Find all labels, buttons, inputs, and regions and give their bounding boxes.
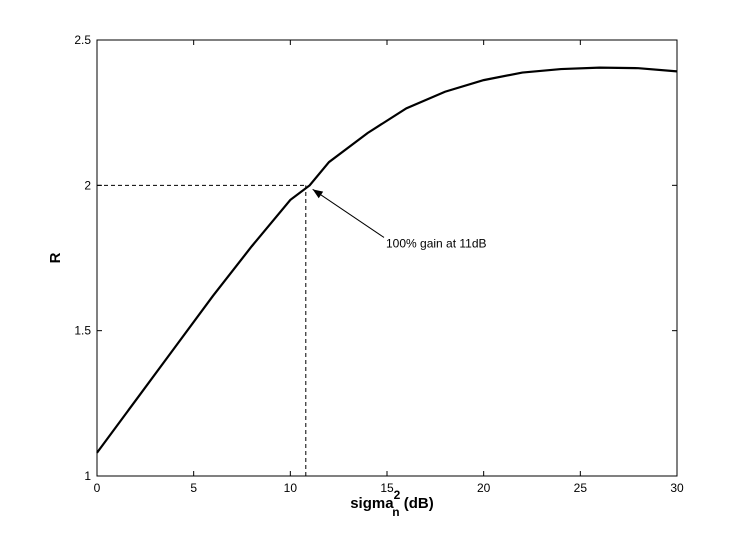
annotation-arrowhead [312, 189, 324, 199]
y-tick-label: 2.5 [74, 33, 91, 47]
plot-area [96, 39, 678, 477]
x-tick-label: 10 [284, 481, 298, 495]
x-axis-title: sigma2 n (dB) [350, 488, 434, 519]
y-tick-label: 1 [84, 469, 91, 483]
x-tick-label: 30 [670, 481, 684, 495]
annotation-arrow [312, 188, 385, 238]
y-tick-label: 2 [84, 178, 91, 192]
x-tick-label: 20 [477, 481, 491, 495]
y-axis-title: R [47, 252, 64, 263]
x-axis-title-subscript: n [392, 505, 399, 519]
x-tick-label: 25 [574, 481, 588, 495]
x-axis-title-superscript: 2 [394, 488, 401, 502]
y-tick-label: 1.5 [74, 324, 91, 338]
x-tick-label: 5 [190, 481, 197, 495]
x-tick-label: 15 [380, 481, 394, 495]
x-axis-title-main: sigma [350, 495, 394, 512]
annotation-label: 100% gain at 11dB [386, 236, 487, 250]
x-axis-title-unit: (dB) [400, 495, 434, 512]
tick-group: 0 5 10 15 20 25 30 1 1.5 2 2.5 [74, 33, 684, 495]
series-line [96, 66, 678, 454]
annotation: 100% gain at 11dB [312, 188, 487, 250]
x-tick-label: 0 [94, 481, 101, 495]
